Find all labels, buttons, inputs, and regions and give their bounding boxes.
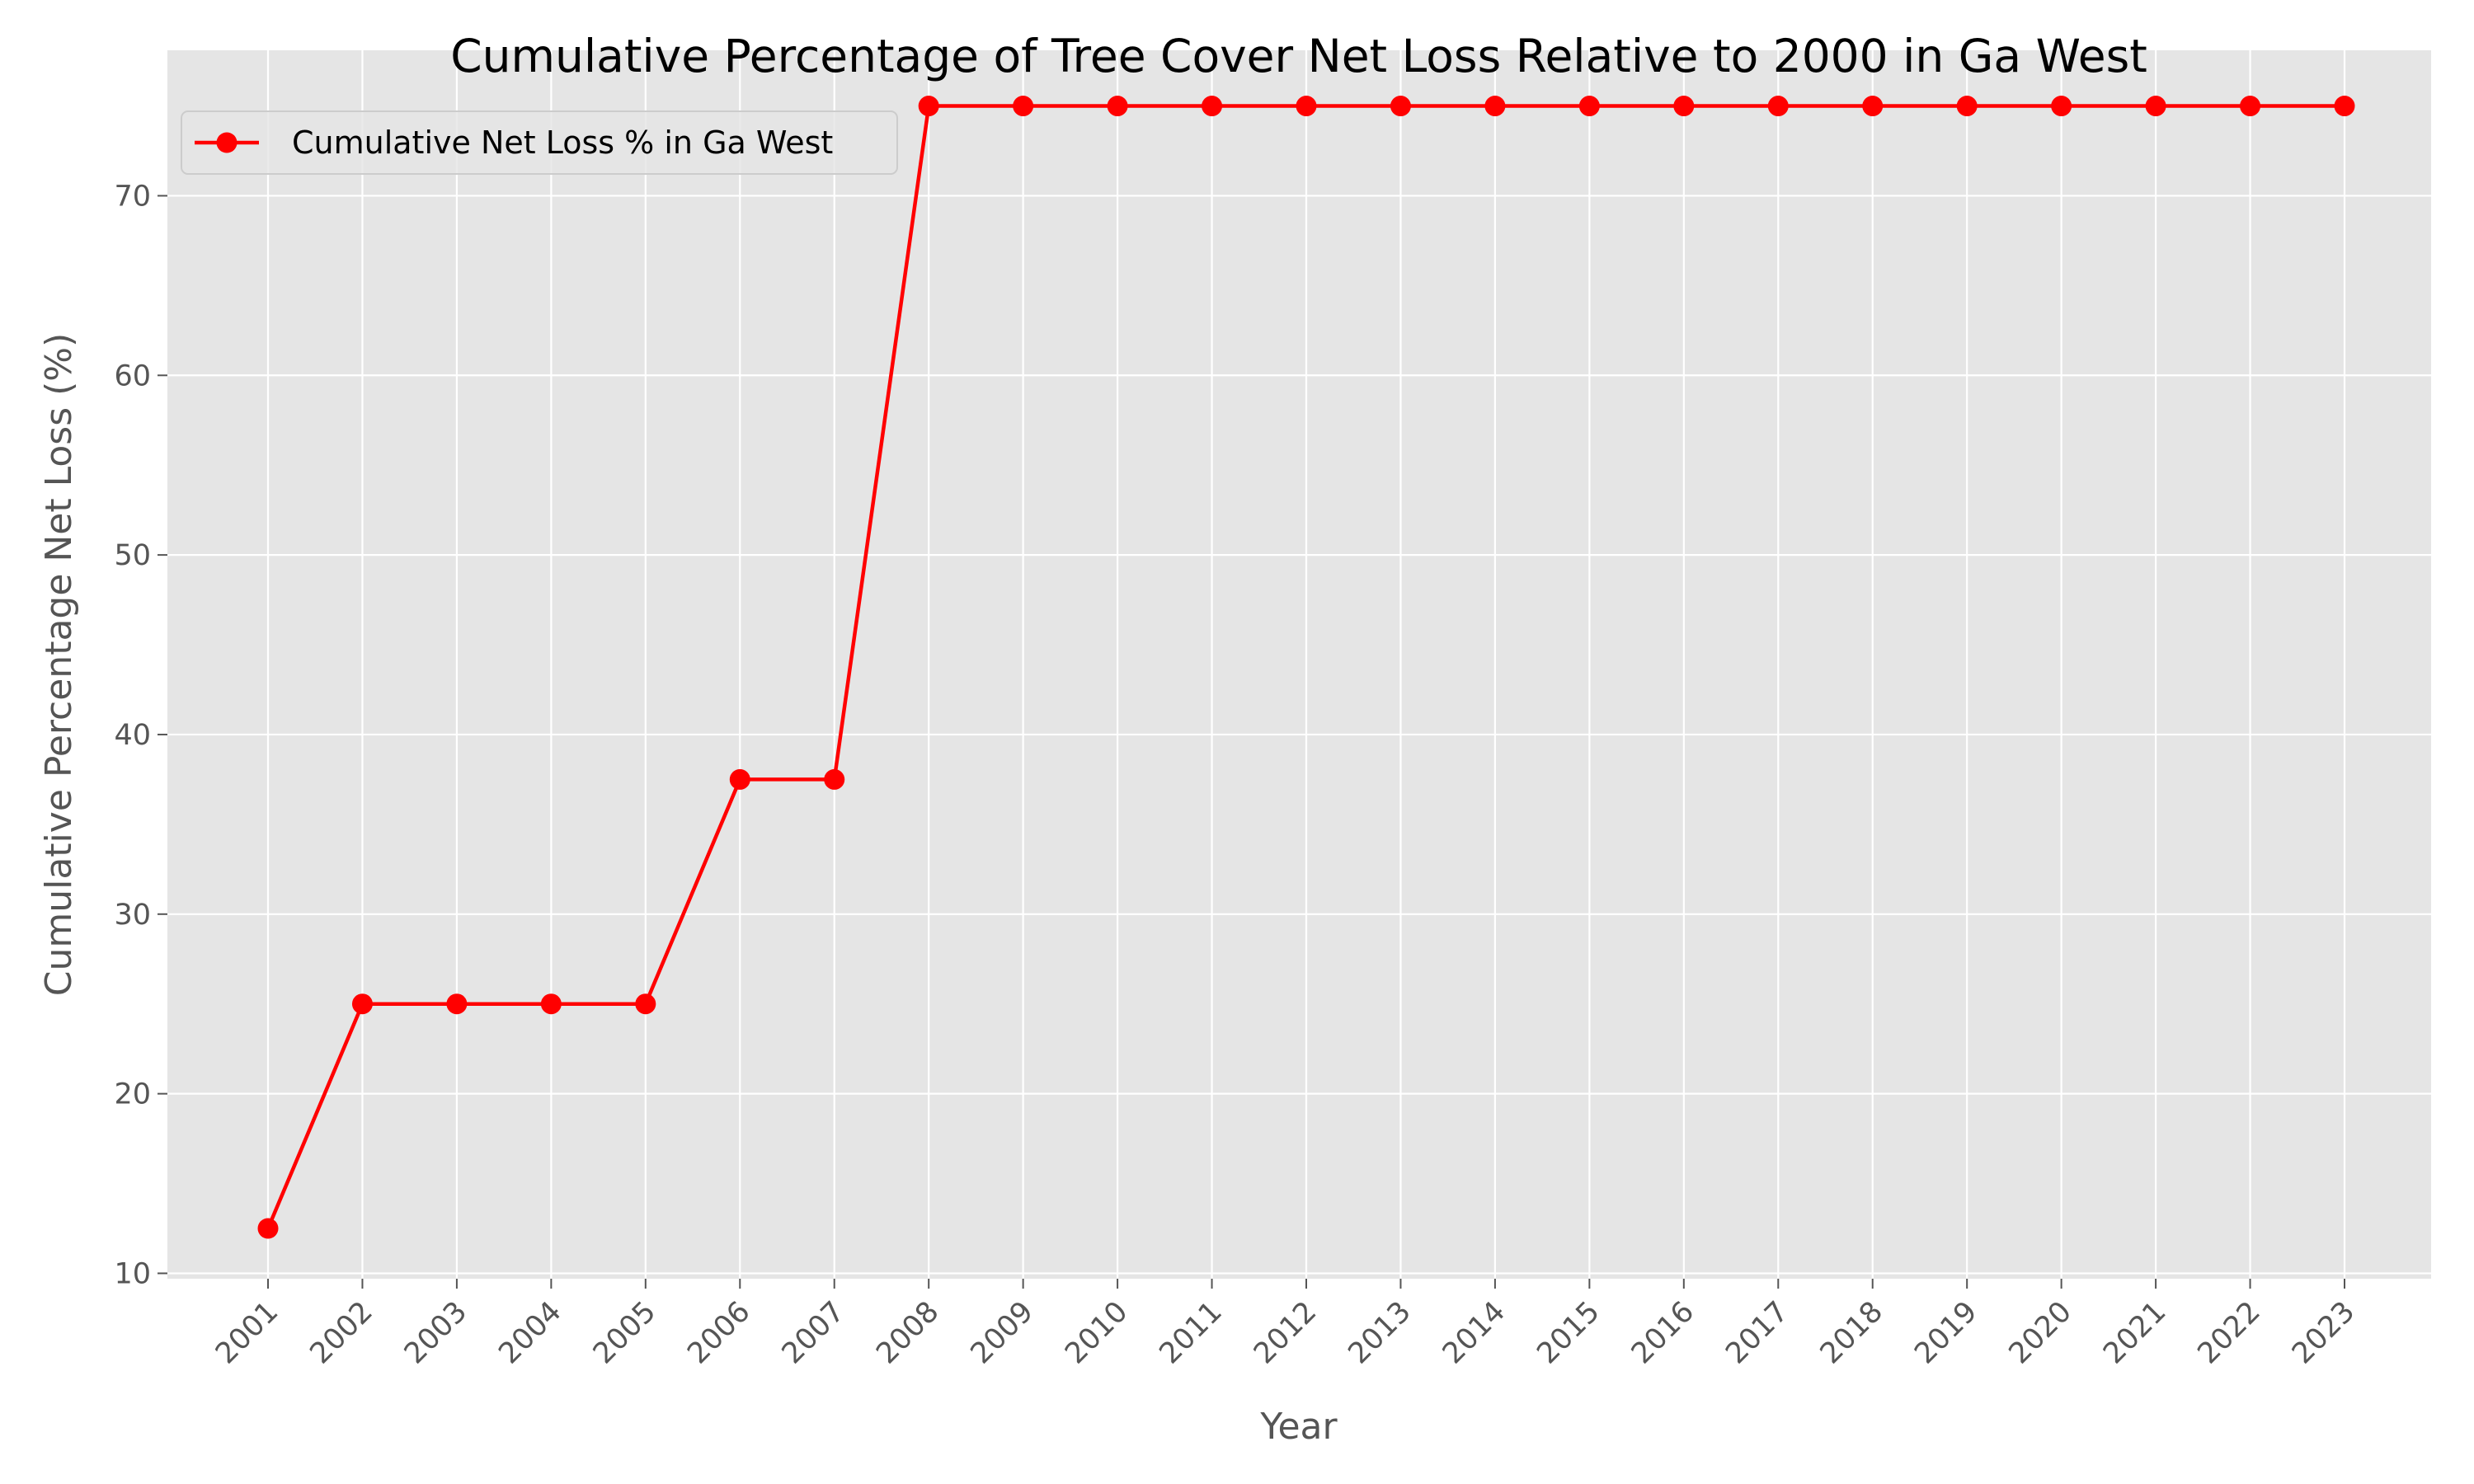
gridlines [167, 50, 2431, 1279]
chart-title: Cumulative Percentage of Tree Cover Net … [450, 30, 2147, 82]
data-point [1296, 96, 1317, 117]
data-point [1673, 96, 1695, 117]
y-tick-label: 40 [114, 719, 151, 752]
data-point [918, 96, 939, 117]
data-point [257, 1218, 279, 1239]
data-point [1107, 96, 1128, 117]
data-point [351, 993, 373, 1015]
data-point [1202, 96, 1223, 117]
y-tick-label: 30 [114, 899, 151, 932]
data-point [2334, 96, 2355, 117]
y-tick-label: 10 [114, 1257, 151, 1290]
data-point [1013, 96, 1034, 117]
series-layer [257, 96, 2355, 1239]
x-axis-label: Year [1259, 1406, 1338, 1448]
data-point [2145, 96, 2166, 117]
data-point [824, 768, 845, 790]
data-point [1956, 96, 1978, 117]
data-point [1390, 96, 1411, 117]
data-point [2240, 96, 2261, 117]
y-axis-label: Cumulative Percentage Net Loss (%) [38, 333, 80, 996]
legend-box [181, 110, 898, 175]
legend-label: Cumulative Net Loss % in Ga West [292, 124, 833, 161]
legend: Cumulative Net Loss % in Ga West [181, 110, 898, 175]
data-point [1862, 96, 1884, 117]
data-point [446, 993, 468, 1015]
y-tick-label: 70 [114, 180, 151, 213]
data-point [1484, 96, 1506, 117]
data-point [540, 993, 562, 1015]
y-tick-label: 20 [114, 1078, 151, 1111]
plot-area [167, 50, 2431, 1279]
data-point [729, 768, 750, 790]
legend-marker [216, 132, 238, 153]
data-point [2051, 96, 2072, 117]
data-point [635, 993, 656, 1015]
y-tick-label: 50 [114, 539, 151, 572]
data-point [1767, 96, 1789, 117]
y-tick-label: 60 [114, 359, 151, 392]
data-point [1578, 96, 1600, 117]
